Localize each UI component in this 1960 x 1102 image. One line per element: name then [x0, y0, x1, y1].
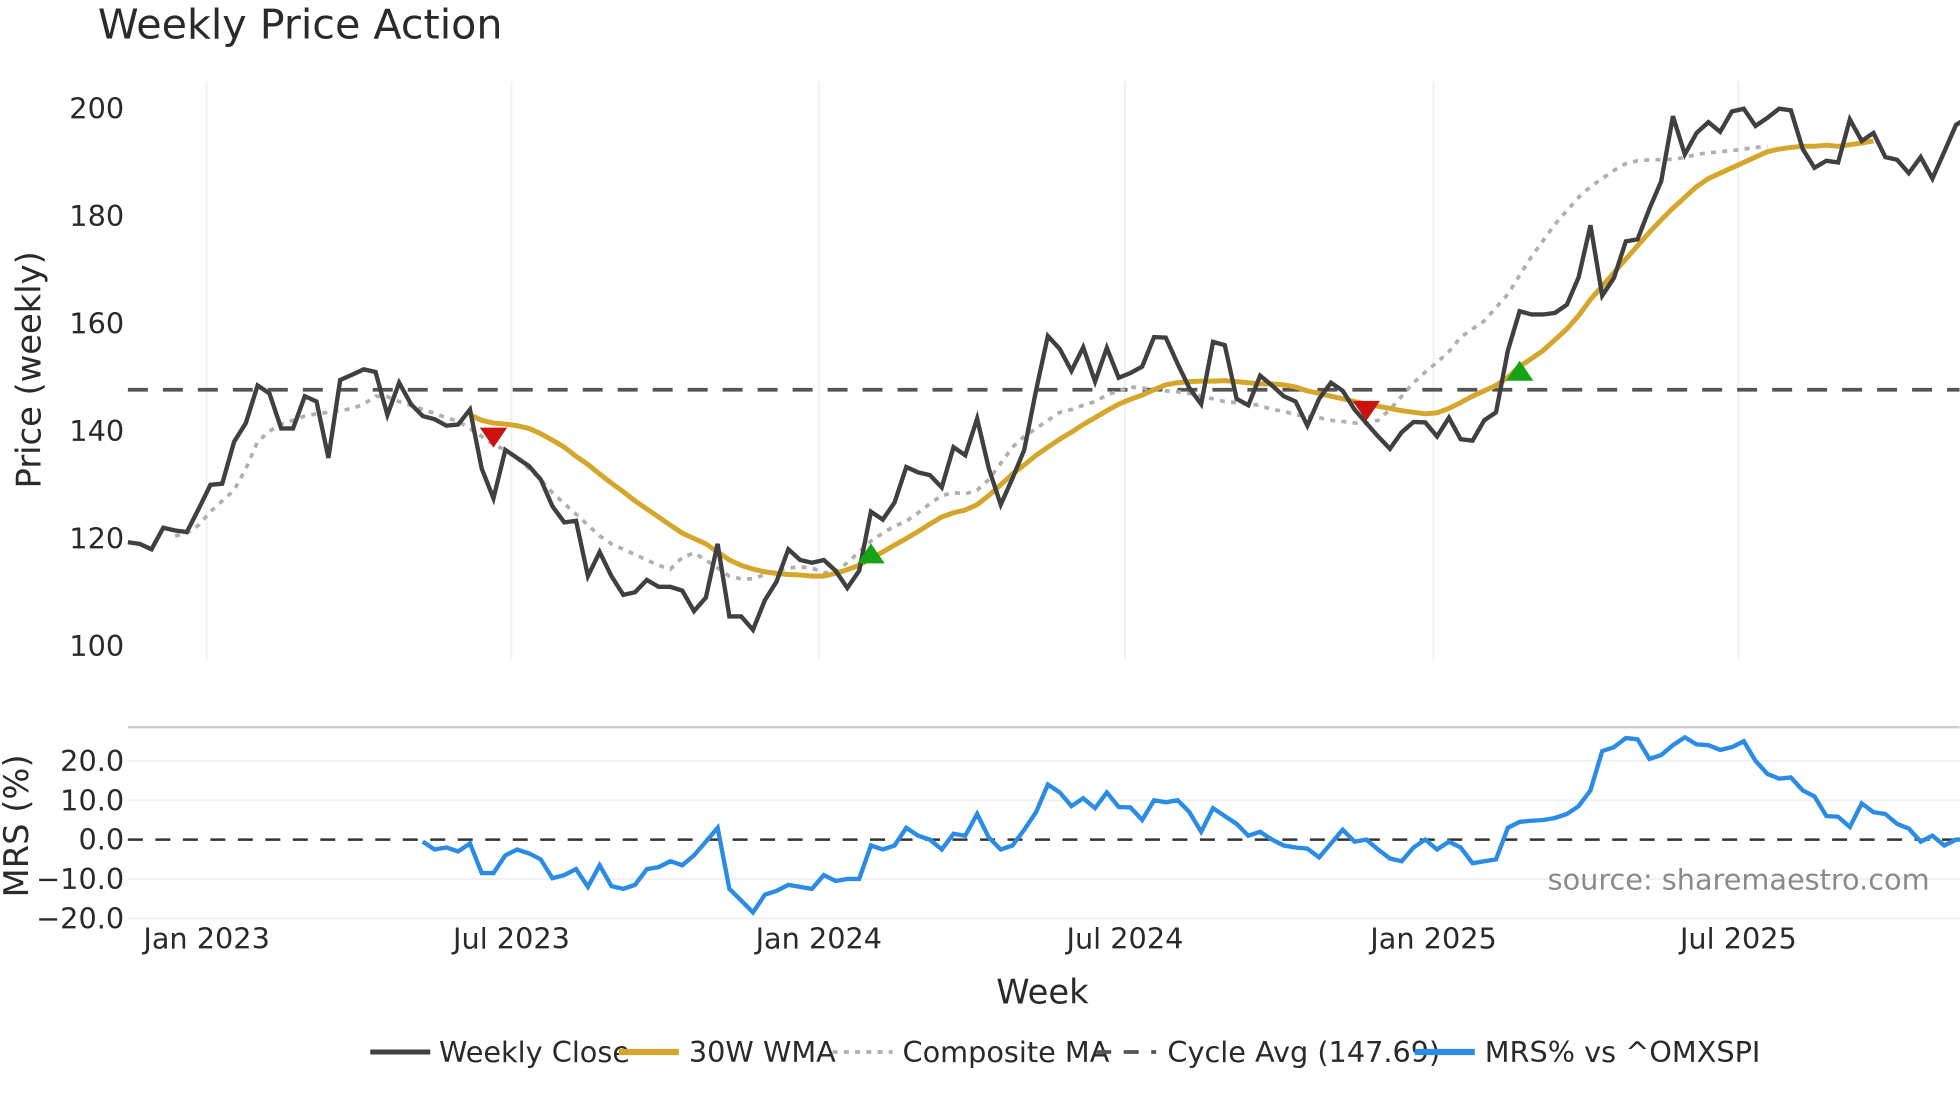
legend-label-wma: 30W WMA — [689, 1035, 836, 1069]
y-tick-label: 200 — [69, 92, 124, 126]
x-tick-label: Jul 2025 — [1678, 921, 1797, 955]
mrs-gridlines — [127, 759, 1960, 920]
y-tick-label: 100 — [69, 629, 124, 663]
y-tick-label: 160 — [69, 307, 124, 341]
mrs-y-axis-label: MRS (%) — [0, 754, 36, 897]
legend-label-composite: Composite MA — [903, 1035, 1110, 1069]
x-tick-label: Jul 2023 — [451, 921, 570, 955]
y-tick-label: 140 — [69, 414, 124, 448]
source-attribution: source: sharemaestro.com — [1548, 863, 1930, 897]
signal-markers — [479, 360, 1534, 564]
legend-item-mrs[interactable]: MRS% vs ^OMXSPI — [1414, 1035, 1761, 1069]
mrs-y-tick-label: 20.0 — [60, 744, 124, 778]
x-tick-label: Jan 2024 — [754, 921, 882, 955]
legend: Weekly Close 30W WMA Composite MA Cycle … — [370, 1035, 1760, 1069]
sell-signal-icon — [479, 427, 508, 448]
price-vertical-gridlines — [205, 81, 1740, 660]
x-tick-label: Jan 2023 — [141, 921, 269, 955]
y-tick-label: 180 — [69, 199, 124, 233]
mrs-y-tick-label: −10.0 — [36, 862, 124, 896]
mrs-y-tick-label: 0.0 — [78, 823, 124, 857]
x-tick-label: Jul 2024 — [1064, 921, 1183, 955]
legend-item-weekly-close[interactable]: Weekly Close — [370, 1035, 630, 1069]
legend-label-weekly-close: Weekly Close — [439, 1035, 630, 1069]
chart-title: Weekly Price Action — [98, 1, 503, 49]
price-y-axis: 100 120 140 160 180 200 — [69, 92, 124, 663]
buy-signal-icon — [1505, 360, 1534, 381]
legend-label-cycle: Cycle Avg (147.69) — [1167, 1035, 1440, 1069]
mrs-y-tick-label: 10.0 — [60, 783, 124, 817]
x-axis: Jan 2023 Jul 2023 Jan 2024 Jul 2024 Jan 2025… — [141, 921, 1796, 955]
wma-30w-line — [468, 138, 1874, 579]
x-tick-label: Jan 2025 — [1368, 921, 1497, 955]
legend-label-mrs: MRS% vs ^OMXSPI — [1485, 1035, 1761, 1069]
legend-item-cycle[interactable]: Cycle Avg (147.69) — [1096, 1035, 1440, 1069]
legend-item-wma[interactable]: 30W WMA — [618, 1035, 836, 1069]
y-tick-label: 120 — [69, 522, 124, 556]
weekly-close-line — [127, 106, 1960, 634]
price-y-axis-label: Price (weekly) — [9, 251, 48, 488]
x-axis-label: Week — [996, 972, 1089, 1011]
sell-signal-icon — [1352, 400, 1381, 421]
mrs-y-tick-label: −20.0 — [36, 901, 124, 935]
composite-ma-line — [174, 144, 1768, 581]
mrs-y-axis: −20.0 −10.0 0.0 10.0 20.0 — [36, 744, 124, 935]
buy-signal-icon — [857, 543, 885, 564]
mrs-line — [421, 734, 1960, 916]
legend-item-composite[interactable]: Composite MA — [832, 1035, 1110, 1069]
